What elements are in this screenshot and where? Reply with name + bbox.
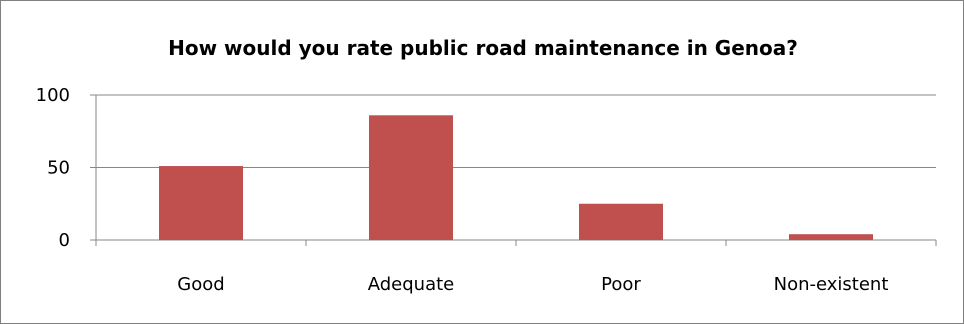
- bar-adequate: [369, 115, 453, 240]
- x-category-label: Poor: [601, 274, 641, 295]
- y-tick-label: 100: [36, 85, 70, 106]
- bar-non-existent: [789, 234, 873, 240]
- bars: [159, 115, 873, 240]
- y-tick-label: 50: [47, 158, 70, 179]
- x-category-label: Adequate: [368, 274, 455, 295]
- x-category-label: Non-existent: [774, 274, 889, 295]
- bar-good: [159, 166, 243, 240]
- bar-poor: [579, 203, 663, 240]
- x-category-label: Good: [177, 274, 224, 295]
- chart-title: How would you rate public road maintenan…: [168, 36, 798, 60]
- x-axis-categories: Good Adequate Poor Non-existent: [177, 274, 888, 295]
- y-tick-label: 0: [59, 230, 70, 251]
- y-axis-ticks: 0 50 100: [36, 85, 70, 251]
